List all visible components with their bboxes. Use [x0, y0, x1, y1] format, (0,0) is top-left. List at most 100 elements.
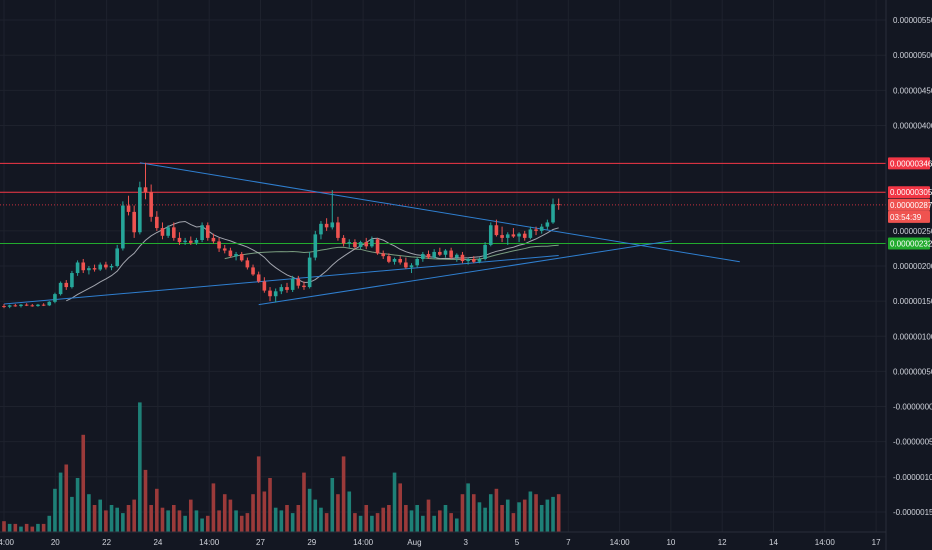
candle[interactable]	[324, 218, 329, 231]
candle[interactable]	[251, 264, 255, 276]
candle[interactable]	[64, 280, 69, 290]
candle[interactable]	[166, 225, 170, 238]
candle[interactable]	[528, 226, 533, 240]
candle[interactable]	[268, 287, 272, 302]
candle[interactable]	[53, 292, 57, 304]
candle[interactable]	[24, 303, 29, 307]
candle[interactable]	[194, 237, 199, 245]
candle[interactable]	[126, 195, 131, 216]
candle[interactable]	[488, 222, 493, 247]
candle[interactable]	[517, 232, 521, 243]
candle[interactable]	[149, 184, 153, 222]
candle[interactable]	[143, 162, 148, 200]
candle[interactable]	[415, 257, 419, 268]
last-price-badge[interactable]: 0.00000287	[888, 198, 932, 211]
candle[interactable]	[222, 244, 227, 254]
candle[interactable]	[132, 205, 136, 238]
candle[interactable]	[211, 233, 216, 244]
candle[interactable]	[87, 266, 91, 275]
candles[interactable]	[2, 162, 561, 309]
candle[interactable]	[460, 251, 465, 264]
candle[interactable]	[375, 237, 380, 255]
candle[interactable]	[121, 201, 125, 251]
candle[interactable]	[234, 251, 238, 261]
candle[interactable]	[7, 304, 12, 309]
candle[interactable]	[539, 223, 544, 234]
candle[interactable]	[556, 198, 561, 210]
candle[interactable]	[466, 257, 470, 265]
candle[interactable]	[290, 275, 295, 292]
level-badge-support[interactable]: 0.00000232	[888, 237, 932, 250]
candle[interactable]	[75, 260, 80, 276]
horizontal-levels[interactable]	[0, 162, 886, 245]
candle[interactable]	[115, 244, 119, 268]
countdown-badge[interactable]: 03:54:39	[888, 210, 930, 223]
candle[interactable]	[426, 250, 431, 259]
candle[interactable]	[353, 239, 357, 250]
candle[interactable]	[477, 257, 482, 264]
candle[interactable]	[41, 303, 46, 307]
candle[interactable]	[319, 221, 323, 240]
candle[interactable]	[296, 275, 301, 289]
candle[interactable]	[455, 253, 459, 262]
candle[interactable]	[217, 237, 221, 252]
candle[interactable]	[505, 232, 510, 245]
candle[interactable]	[534, 226, 538, 236]
candle[interactable]	[404, 257, 408, 269]
candle[interactable]	[392, 257, 397, 265]
candle[interactable]	[109, 263, 114, 271]
candle[interactable]	[200, 222, 204, 243]
candle[interactable]	[387, 253, 391, 264]
candle[interactable]	[285, 282, 289, 293]
candle[interactable]	[256, 271, 261, 283]
candle[interactable]	[471, 256, 476, 264]
candle[interactable]	[138, 181, 142, 235]
candle[interactable]	[483, 242, 487, 261]
candle[interactable]	[205, 222, 210, 241]
candle[interactable]	[188, 236, 193, 245]
trendline-ascending-short[interactable]	[3, 254, 559, 305]
candle[interactable]	[347, 239, 352, 248]
candle[interactable]	[302, 281, 306, 290]
candle[interactable]	[551, 198, 555, 224]
candle[interactable]	[30, 303, 35, 307]
candle[interactable]	[58, 281, 63, 296]
trendline-ascending-long[interactable]	[258, 240, 672, 306]
candle[interactable]	[358, 240, 363, 250]
candle[interactable]	[2, 303, 6, 309]
candle[interactable]	[177, 232, 182, 245]
candle[interactable]	[47, 301, 52, 307]
candle[interactable]	[409, 263, 414, 274]
time-axis[interactable]: 14:00 20 22 24 14:00 27 29 14:00 Aug 3 5 7 14:00 10 12…	[0, 531, 886, 547]
candle[interactable]	[92, 264, 97, 272]
candle[interactable]	[70, 270, 74, 289]
price-axis[interactable]: 0.00000550 0.00000500 0.00000450 0.00000400…	[885, 0, 932, 550]
candle[interactable]	[522, 230, 527, 241]
candle[interactable]	[36, 303, 40, 307]
candle[interactable]	[432, 249, 436, 259]
candle[interactable]	[239, 251, 244, 262]
candle[interactable]	[364, 237, 369, 250]
candle[interactable]	[313, 230, 318, 261]
candle[interactable]	[104, 261, 108, 270]
candle[interactable]	[155, 211, 159, 231]
candle[interactable]	[500, 226, 504, 243]
trendlines[interactable]	[3, 162, 740, 306]
candle[interactable]	[245, 257, 250, 270]
candle[interactable]	[172, 222, 176, 241]
level-badge-resistance[interactable]: 0.00000305	[888, 186, 932, 199]
candle[interactable]	[443, 249, 448, 258]
candle[interactable]	[13, 303, 18, 307]
candle[interactable]	[183, 237, 187, 245]
candle[interactable]	[307, 251, 312, 289]
candle[interactable]	[160, 222, 165, 240]
candle[interactable]	[449, 247, 453, 259]
level-badge-resistance[interactable]: 0.00000346	[888, 157, 932, 170]
candle[interactable]	[336, 216, 340, 241]
candle[interactable]	[98, 262, 103, 271]
candle[interactable]	[19, 303, 23, 308]
candle[interactable]	[494, 219, 499, 237]
candle[interactable]	[341, 235, 346, 247]
